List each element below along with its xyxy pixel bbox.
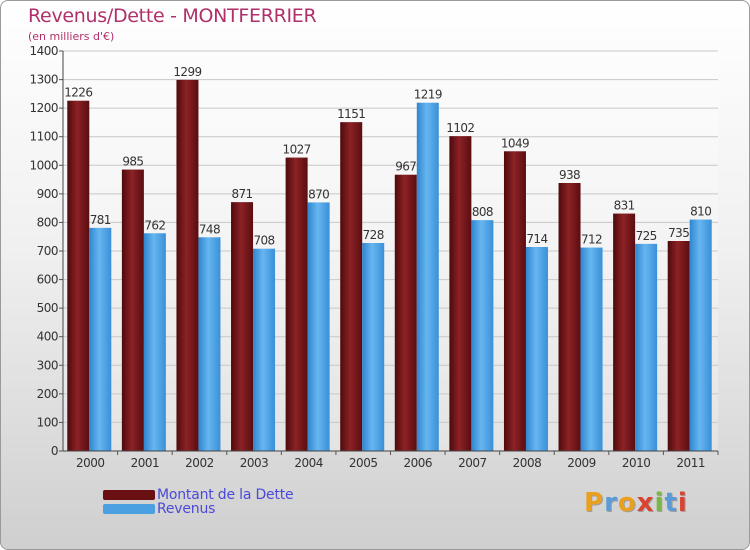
bar-debt: [285, 157, 308, 452]
legend-label-debt: Montant de la Dette: [157, 487, 294, 503]
data-label-revenue: 708: [253, 234, 274, 248]
bar-debt: [121, 169, 144, 452]
legend-item-revenue: Revenus: [103, 501, 216, 517]
bar-revenue: [253, 248, 276, 451]
chart-title: Revenus/Dette - MONTFERRIER: [28, 5, 317, 27]
data-label-revenue: 748: [199, 222, 220, 236]
y-tick-label: 1000: [29, 158, 58, 172]
bar-debt: [176, 79, 199, 451]
data-label-revenue: 712: [581, 233, 602, 247]
data-label-revenue: 728: [363, 228, 384, 242]
bar-revenue: [307, 202, 330, 451]
data-label-revenue: 762: [144, 218, 165, 232]
y-tick-label: 1200: [29, 101, 58, 115]
legend-swatch-debt: [103, 490, 155, 500]
x-tick-label: 2005: [349, 456, 378, 470]
bar-debt: [503, 151, 526, 452]
x-tick-label: 2011: [676, 456, 705, 470]
x-tick-label: 2000: [76, 456, 105, 470]
bar-revenue: [635, 243, 658, 451]
x-tick-label: 2009: [567, 456, 596, 470]
x-tick-label: 2008: [513, 456, 542, 470]
y-tick-label: 0: [51, 444, 58, 458]
bar-debt: [340, 122, 363, 452]
data-label-debt: 938: [559, 168, 580, 182]
bar-revenue: [471, 220, 494, 451]
data-label-revenue: 714: [526, 232, 547, 246]
y-tick-label: 700: [37, 244, 58, 258]
bar-revenue: [416, 102, 439, 451]
data-label-debt: 967: [395, 160, 416, 174]
x-tick-label: 2003: [240, 456, 269, 470]
proxiti-logo: Proxiti: [584, 488, 688, 518]
legend-label-revenue: Revenus: [157, 501, 216, 517]
bar-debt: [67, 100, 90, 451]
y-tick-label: 300: [37, 358, 58, 372]
data-label-debt: 1027: [283, 143, 311, 157]
data-label-revenue: 725: [636, 229, 657, 243]
bar-revenue: [89, 227, 112, 451]
y-tick-label: 600: [37, 273, 58, 287]
data-label-debt: 985: [122, 155, 143, 169]
data-label-debt: 871: [231, 187, 252, 201]
data-label-debt: 1299: [173, 65, 201, 79]
data-label-revenue: 870: [308, 187, 329, 201]
bar-debt: [613, 213, 636, 451]
data-label-debt: 735: [668, 226, 689, 240]
bar-revenue: [143, 233, 166, 451]
bar-revenue: [580, 247, 603, 451]
bar-debt: [667, 241, 690, 451]
data-label-debt: 1226: [64, 86, 92, 100]
legend-swatch-revenue: [103, 504, 155, 514]
x-tick-label: 2010: [622, 456, 651, 470]
x-tick-label: 2001: [131, 456, 160, 470]
x-tick-label: 2004: [294, 456, 323, 470]
bar-revenue: [525, 247, 548, 451]
y-tick-label: 100: [37, 415, 58, 429]
data-label-revenue: 808: [472, 205, 493, 219]
data-label-debt: 831: [614, 199, 635, 213]
bar-debt: [449, 136, 472, 451]
bar-debt: [394, 174, 417, 451]
y-tick-label: 400: [37, 330, 58, 344]
data-label-revenue: 810: [690, 205, 711, 219]
data-label-revenue: 781: [90, 213, 111, 227]
y-tick-label: 200: [37, 387, 58, 401]
data-label-debt: 1151: [337, 107, 365, 121]
y-tick-label: 1300: [29, 73, 58, 87]
x-tick-label: 2007: [458, 456, 487, 470]
data-label-revenue: 1219: [414, 88, 442, 102]
bar-debt: [231, 202, 254, 451]
bar-revenue: [198, 237, 221, 451]
y-tick-label: 1100: [29, 130, 58, 144]
x-tick-label: 2006: [404, 456, 433, 470]
chart-subtitle: (en milliers d'€): [28, 30, 115, 43]
bar-revenue: [362, 243, 385, 451]
y-tick-label: 900: [37, 187, 58, 201]
data-label-debt: 1049: [501, 136, 529, 150]
y-tick-label: 500: [37, 301, 58, 315]
x-tick-label: 2002: [185, 456, 214, 470]
bar-debt: [558, 183, 581, 451]
data-label-debt: 1102: [446, 121, 474, 135]
y-tick-label: 800: [37, 215, 58, 229]
y-tick-label: 1400: [29, 44, 58, 58]
legend-item-debt: Montant de la Dette: [103, 487, 294, 503]
bar-revenue: [689, 219, 712, 451]
